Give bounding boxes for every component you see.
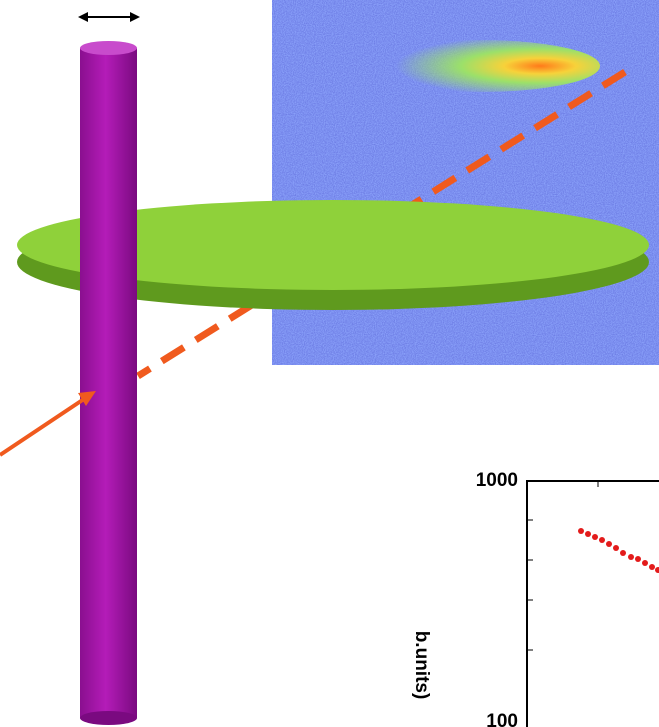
inset-plot: 1000 100 b.units) [411, 470, 659, 727]
y-axis-label: b.units) [411, 631, 432, 700]
double-arrow [78, 12, 140, 22]
speckle-image [272, 0, 659, 365]
y-tick-label: 100 [486, 711, 518, 727]
figure: 1000 100 b.units) [0, 0, 659, 727]
cylinder [80, 41, 137, 725]
y-tick-label: 1000 [476, 470, 518, 491]
data-dots [578, 528, 659, 573]
